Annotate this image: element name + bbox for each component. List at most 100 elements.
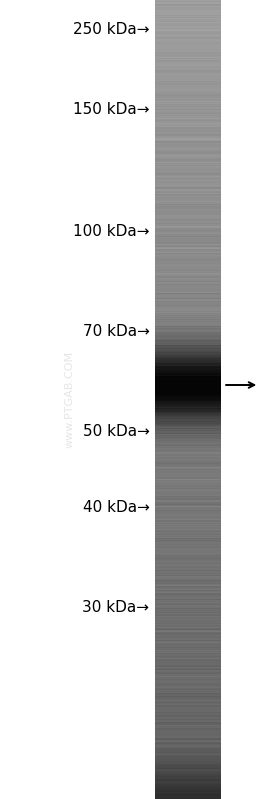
Bar [155, 64, 221, 65]
Bar [155, 263, 221, 264]
Bar [155, 199, 221, 200]
Bar [155, 545, 221, 546]
Bar [155, 355, 221, 356]
Bar [155, 102, 221, 103]
Bar [155, 677, 221, 678]
Bar [155, 229, 221, 230]
Bar [155, 291, 221, 292]
Bar [155, 150, 221, 151]
Bar [155, 78, 221, 79]
Bar [155, 149, 221, 150]
Bar [155, 775, 221, 776]
Bar [155, 698, 221, 699]
Bar [155, 408, 221, 409]
Bar [155, 727, 221, 728]
Bar [155, 774, 221, 775]
Bar [155, 471, 221, 472]
Bar [155, 768, 221, 769]
Bar [155, 21, 221, 22]
Bar [155, 651, 221, 652]
Bar [155, 46, 221, 47]
Bar [155, 422, 221, 423]
Bar [155, 237, 221, 238]
Bar [155, 465, 221, 466]
Bar [155, 701, 221, 702]
Bar [155, 418, 221, 419]
Bar [155, 584, 221, 585]
Bar [155, 567, 221, 568]
Bar [155, 357, 221, 358]
Bar [155, 555, 221, 556]
Bar [155, 566, 221, 567]
Bar [155, 136, 221, 137]
Bar [155, 571, 221, 572]
Bar [155, 16, 221, 17]
Bar [155, 157, 221, 158]
Bar [155, 109, 221, 110]
Bar [155, 162, 221, 163]
Bar [155, 623, 221, 624]
Bar [155, 8, 221, 9]
Bar [155, 172, 221, 173]
Bar [155, 680, 221, 681]
Bar [155, 114, 221, 115]
Bar [155, 416, 221, 417]
Bar [155, 148, 221, 149]
Bar [155, 303, 221, 304]
Bar [155, 743, 221, 744]
Bar [155, 502, 221, 503]
Bar [155, 81, 221, 82]
Bar [155, 722, 221, 723]
Bar [155, 288, 221, 289]
Bar [155, 763, 221, 764]
Bar [155, 726, 221, 727]
Bar [155, 134, 221, 135]
Bar [155, 182, 221, 183]
Bar [155, 711, 221, 712]
Bar [155, 424, 221, 425]
Bar [155, 439, 221, 440]
Bar [155, 493, 221, 494]
Bar [155, 130, 221, 131]
Bar [155, 73, 221, 74]
Bar [155, 682, 221, 683]
Bar [155, 565, 221, 566]
Bar [155, 25, 221, 26]
Bar [155, 791, 221, 792]
Bar [155, 30, 221, 31]
Text: 40 kDa→: 40 kDa→ [83, 500, 150, 515]
Bar [155, 127, 221, 128]
Bar [155, 576, 221, 577]
Bar [155, 517, 221, 518]
Bar [155, 145, 221, 146]
Bar [155, 597, 221, 598]
Bar [155, 63, 221, 64]
Bar [155, 7, 221, 8]
Bar [155, 13, 221, 14]
Bar [155, 593, 221, 594]
Bar [155, 573, 221, 574]
Bar [155, 737, 221, 738]
Bar [155, 489, 221, 490]
Bar [155, 769, 221, 770]
Bar [155, 524, 221, 525]
Bar [155, 120, 221, 121]
Bar [155, 342, 221, 343]
Bar [155, 393, 221, 394]
Bar [155, 536, 221, 537]
Bar [155, 40, 221, 41]
Bar [155, 759, 221, 760]
Bar [155, 193, 221, 194]
Bar [155, 360, 221, 361]
Bar [155, 139, 221, 140]
Bar [155, 654, 221, 655]
Bar [155, 575, 221, 576]
Bar [155, 773, 221, 774]
Bar [155, 784, 221, 785]
Bar [155, 179, 221, 180]
Bar [155, 703, 221, 704]
Bar [155, 581, 221, 582]
Bar [155, 133, 221, 134]
Bar [155, 2, 221, 3]
Bar [155, 570, 221, 571]
